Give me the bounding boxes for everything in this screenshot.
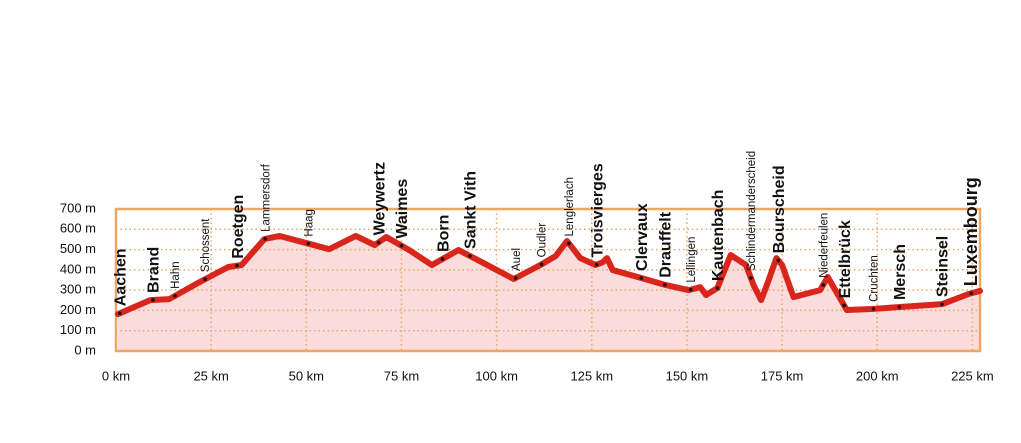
waypoint-label: Clervaux [634, 203, 651, 271]
waypoint-label: Born [435, 215, 452, 252]
waypoint-dot [897, 305, 902, 309]
waypoint-dot [749, 276, 753, 280]
waypoint-dot [203, 277, 207, 282]
profile-line [114, 232, 983, 318]
waypoint-label: Lammersdorf [260, 163, 272, 232]
x-tick-label: 75 km [384, 368, 419, 383]
waypoint-label: Aachen [113, 248, 130, 306]
y-tick-label: 0 m [74, 342, 96, 357]
waypoint-dot [151, 298, 155, 302]
waypoint-dot [376, 240, 381, 245]
waypoint-label: Kautenbach [710, 190, 727, 282]
y-tick-label: 400 m [60, 261, 96, 276]
waypoint-dot [688, 287, 693, 292]
x-tick-label: 200 km [856, 368, 899, 383]
waypoint-dot [235, 263, 239, 268]
waypoint-label: Bourscheid [771, 165, 788, 253]
waypoint-dot [594, 262, 599, 267]
waypoint-dot [263, 237, 268, 241]
waypoint-dot [306, 241, 311, 246]
waypoint-dot [173, 294, 177, 298]
waypoint-dot [539, 262, 544, 267]
y-tick-label: 600 m [60, 221, 96, 236]
waypoint-label: Auel [511, 248, 523, 271]
waypoint-dot [969, 291, 974, 296]
waypoint-dot [842, 303, 846, 308]
waypoint-dot [821, 283, 825, 287]
waypoint-dot [715, 286, 720, 290]
waypoint-label: Cruchten [869, 255, 881, 302]
y-tick-label: 500 m [60, 241, 96, 256]
waypoint-dot [776, 258, 781, 263]
waypoint-label: Waimes [394, 179, 411, 239]
waypoint-dot [118, 311, 122, 316]
waypoint-label: Weywertz [371, 162, 388, 236]
waypoint-dot [567, 241, 571, 246]
waypoint-label: Roetgen [230, 195, 247, 259]
waypoint-label: Steinsel [935, 236, 952, 297]
y-tick-label: 700 m [60, 200, 96, 215]
waypoint-label: Brand [146, 247, 163, 293]
waypoint-label: Hahn [170, 261, 182, 289]
waypoint-dot [639, 276, 644, 280]
x-tick-label: 50 km [289, 368, 324, 383]
waypoint-label: Haag [303, 209, 315, 237]
waypoint-label: Ettelbrück [837, 220, 854, 298]
waypoint-dot [440, 257, 445, 261]
waypoint-dot [468, 254, 472, 258]
waypoint-label: Drauffelt [658, 211, 675, 277]
x-tick-label: 175 km [761, 368, 804, 383]
waypoint-label: Sankt Vith [463, 171, 480, 249]
x-tick-label: 225 km [951, 368, 994, 383]
waypoint-label: Lellingen [686, 237, 698, 283]
x-tick-label: 25 km [193, 368, 228, 383]
y-tick-label: 300 m [60, 282, 96, 297]
waypoint-label: Oudler [537, 223, 549, 258]
waypoint-dot [513, 276, 518, 280]
x-tick-label: 0 km [102, 368, 130, 383]
waypoint-dot [399, 243, 404, 248]
waypoint-label: Mersch [892, 244, 909, 300]
waypoint-label: Schossent [200, 218, 212, 273]
waypoint-label: Lenglerlach [564, 177, 576, 236]
y-tick-label: 100 m [60, 322, 96, 337]
x-tick-label: 150 km [666, 368, 709, 383]
y-tick-label: 200 m [60, 302, 96, 317]
plot-frame [114, 207, 982, 353]
waypoint-label: Schlindermanderscheid [746, 151, 758, 271]
waypoint-dot [871, 307, 876, 311]
waypoint-dot [940, 302, 944, 306]
waypoint-label: Troisvierges [589, 163, 606, 257]
profile-area [117, 235, 981, 351]
waypoint-label: Niederfeulen [818, 213, 830, 278]
x-tick-label: 125 km [570, 368, 613, 383]
waypoint-label: Luxembourg [961, 177, 981, 286]
waypoint-dot [663, 282, 667, 287]
x-tick-label: 100 km [475, 368, 518, 383]
